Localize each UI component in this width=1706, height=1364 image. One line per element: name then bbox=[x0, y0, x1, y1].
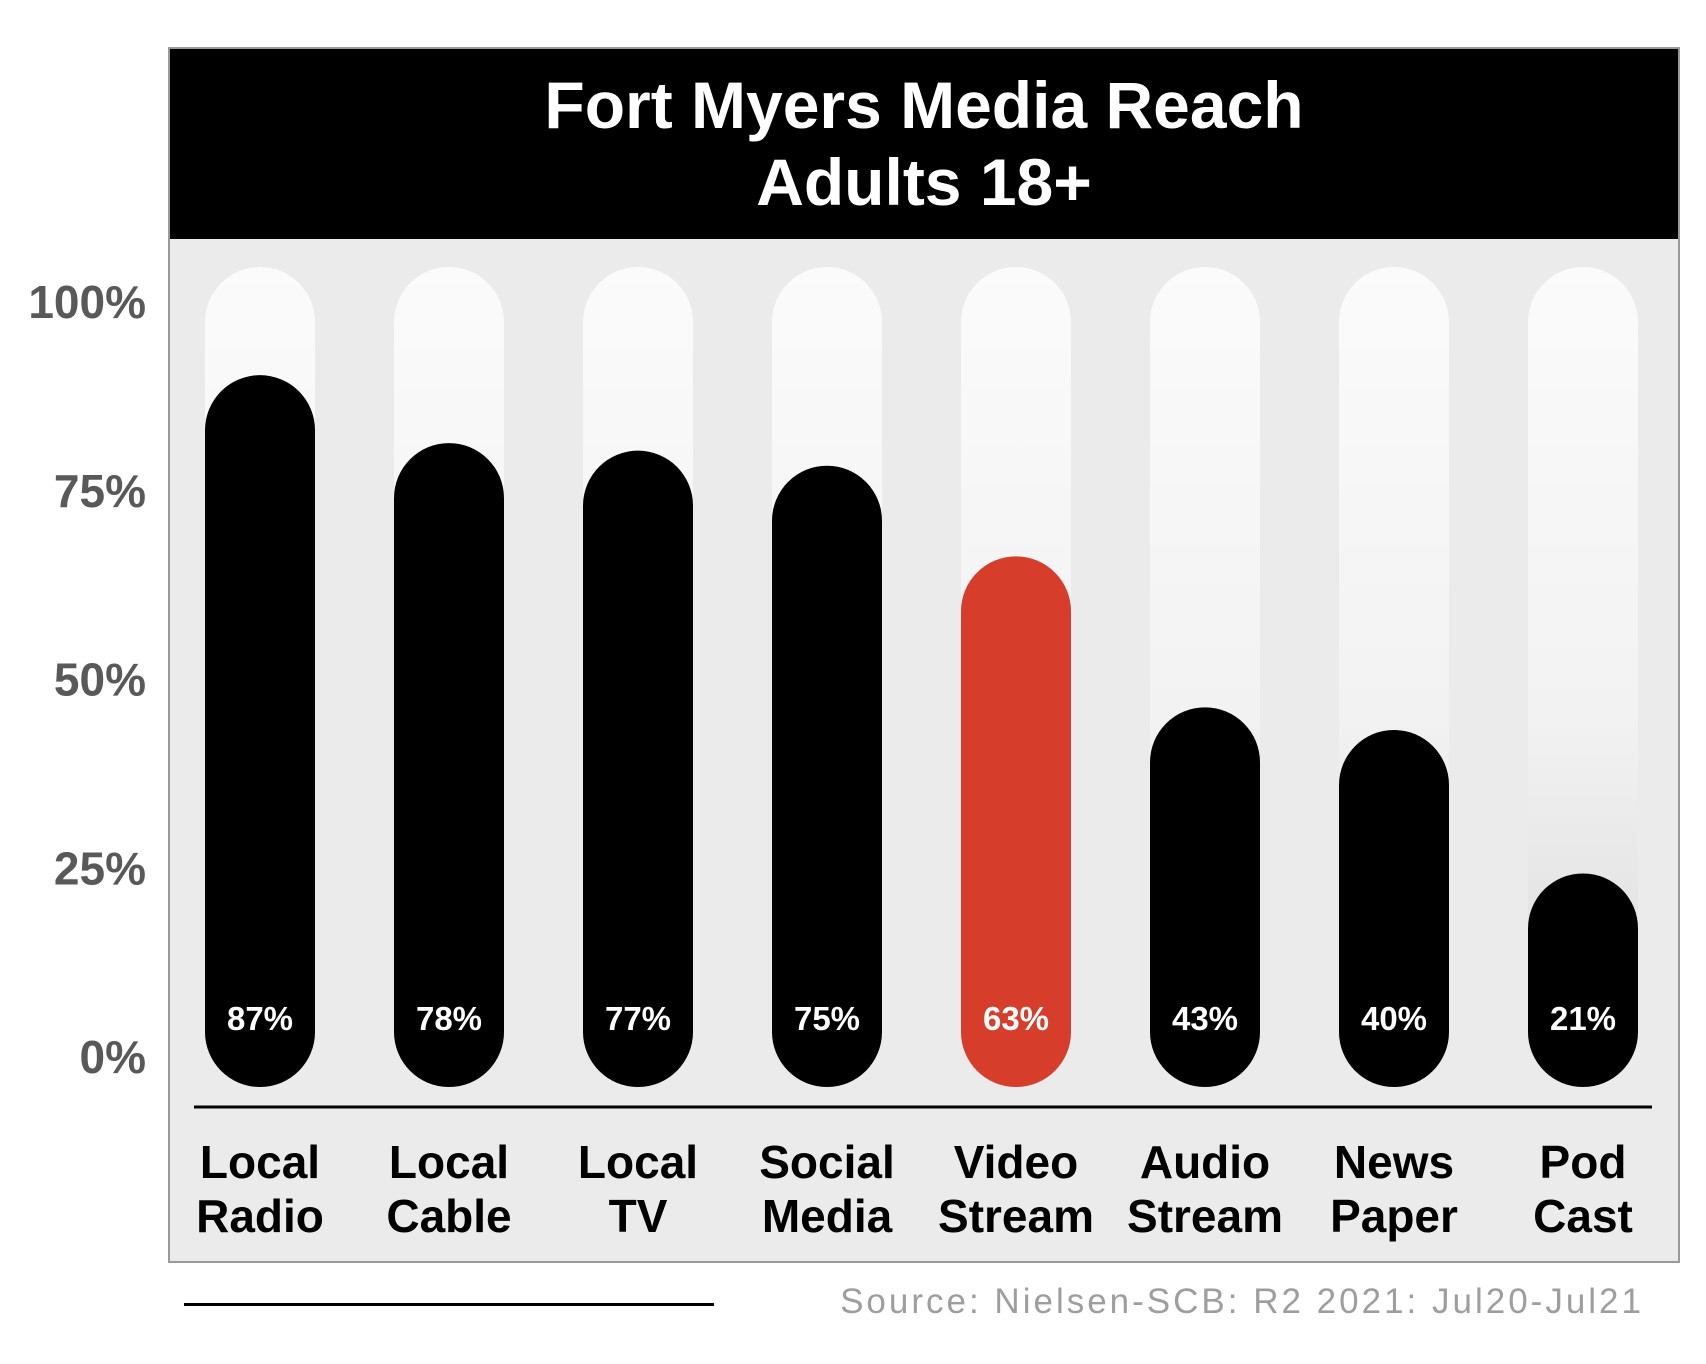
bar-value-label: 63% bbox=[983, 1000, 1049, 1037]
category-label: Local bbox=[200, 1136, 320, 1188]
bar-highlight bbox=[961, 556, 1071, 1087]
category-label: Local bbox=[578, 1136, 698, 1188]
y-tick-label: 75% bbox=[54, 465, 146, 517]
bar bbox=[1150, 707, 1260, 1087]
source-note: Source: Nielsen-SCB: R2 2021: Jul20-Jul2… bbox=[840, 1282, 1644, 1321]
category-label: Media bbox=[762, 1190, 893, 1242]
category-label: Video bbox=[954, 1136, 1078, 1188]
source-rule bbox=[184, 1303, 714, 1306]
title-bar: Fort Myers Media Reach Adults 18+ bbox=[170, 49, 1678, 239]
y-tick-label: 0% bbox=[80, 1031, 146, 1083]
bar-value-label: 43% bbox=[1172, 1000, 1238, 1037]
category-label: TV bbox=[609, 1190, 668, 1242]
bar-value-label: 21% bbox=[1550, 1000, 1616, 1037]
bar-value-label: 40% bbox=[1361, 1000, 1427, 1037]
y-tick-label: 25% bbox=[54, 842, 146, 894]
category-label: Paper bbox=[1330, 1190, 1458, 1242]
category-label: Radio bbox=[196, 1190, 324, 1242]
y-tick-label: 50% bbox=[54, 654, 146, 706]
category-label: Cable bbox=[386, 1190, 511, 1242]
category-label: Social bbox=[759, 1136, 895, 1188]
category-label: Cast bbox=[1533, 1190, 1633, 1242]
bar bbox=[394, 443, 504, 1088]
bar bbox=[205, 375, 315, 1087]
chart-title: Fort Myers Media Reach bbox=[544, 68, 1304, 143]
category-label: Stream bbox=[1127, 1190, 1283, 1242]
category-label: Stream bbox=[938, 1190, 1094, 1242]
bar bbox=[1528, 873, 1638, 1087]
bar bbox=[583, 450, 693, 1087]
category-label: News bbox=[1334, 1136, 1454, 1188]
category-label: Local bbox=[389, 1136, 509, 1188]
category-label: Pod bbox=[1540, 1136, 1627, 1188]
bar-value-label: 87% bbox=[227, 1000, 293, 1037]
bar-value-label: 77% bbox=[605, 1000, 671, 1037]
category-label: Audio bbox=[1140, 1136, 1270, 1188]
bar-value-label: 78% bbox=[416, 1000, 482, 1037]
y-tick-label: 100% bbox=[28, 276, 146, 328]
bar bbox=[772, 465, 882, 1087]
bar-value-label: 75% bbox=[794, 1000, 860, 1037]
bar bbox=[1339, 730, 1449, 1087]
chart-subtitle: Adults 18+ bbox=[756, 145, 1092, 219]
